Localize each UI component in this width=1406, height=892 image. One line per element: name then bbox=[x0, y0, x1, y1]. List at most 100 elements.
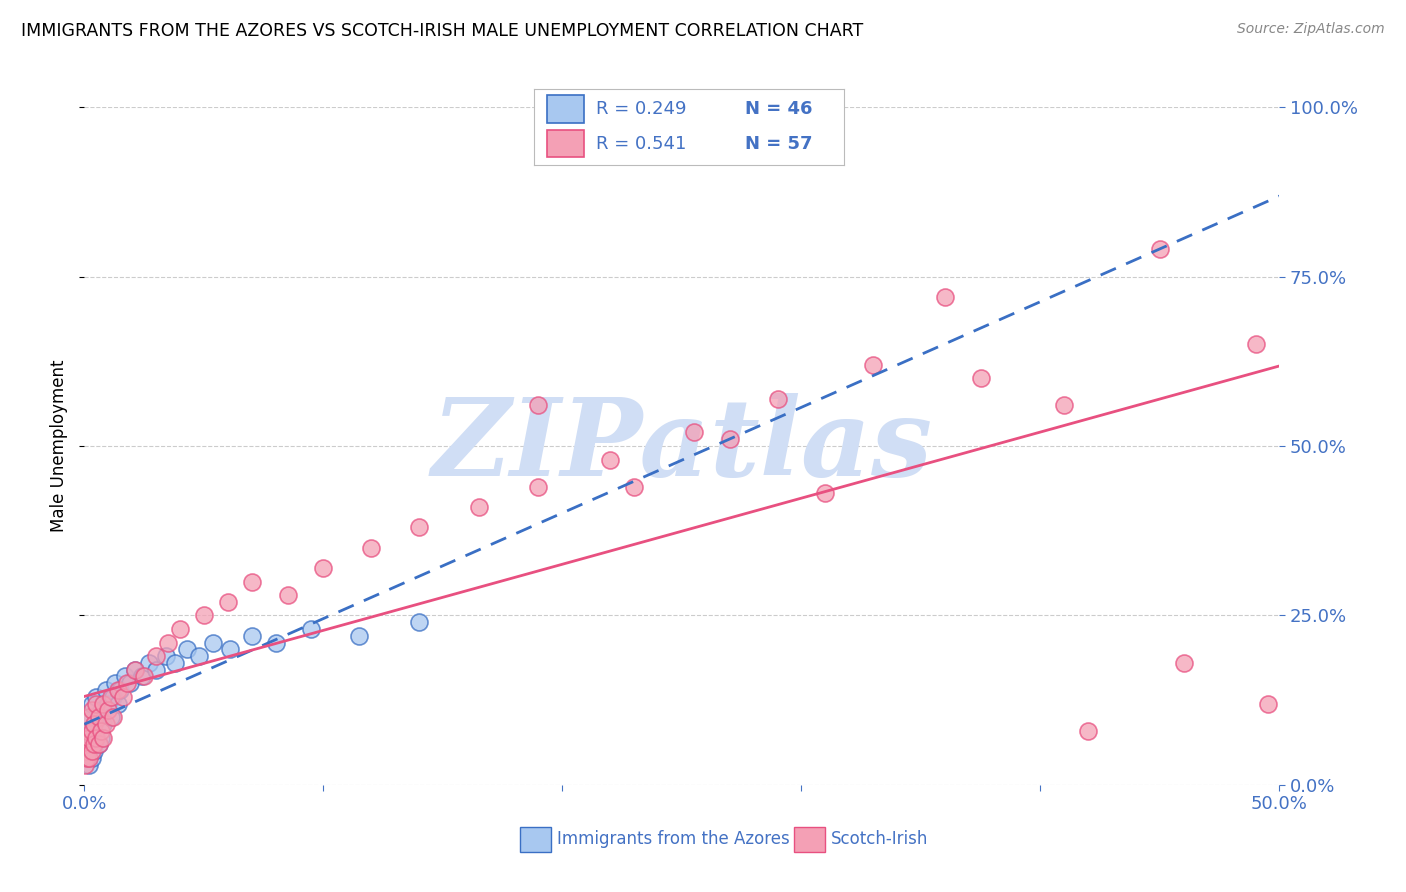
Point bbox=[766, 392, 789, 406]
Point bbox=[93, 697, 115, 711]
Point bbox=[83, 737, 105, 751]
Point bbox=[264, 635, 287, 649]
Point bbox=[86, 731, 108, 745]
Text: Source: ZipAtlas.com: Source: ZipAtlas.com bbox=[1237, 22, 1385, 37]
Text: Scotch-Irish: Scotch-Irish bbox=[831, 830, 928, 848]
Point bbox=[169, 622, 191, 636]
Point bbox=[97, 697, 120, 711]
Point bbox=[277, 588, 299, 602]
Point bbox=[408, 520, 430, 534]
Point bbox=[90, 731, 112, 745]
Point bbox=[599, 452, 621, 467]
Point bbox=[114, 669, 136, 683]
Point bbox=[80, 723, 103, 738]
Point bbox=[101, 690, 124, 704]
Point bbox=[124, 663, 146, 677]
Point bbox=[76, 751, 98, 765]
Point bbox=[93, 731, 115, 745]
Point bbox=[80, 723, 103, 738]
Point bbox=[101, 710, 124, 724]
Point bbox=[312, 561, 335, 575]
Point bbox=[131, 669, 153, 683]
Point bbox=[100, 710, 122, 724]
Point bbox=[94, 717, 117, 731]
Point bbox=[104, 676, 127, 690]
Point bbox=[77, 744, 100, 758]
Point bbox=[87, 737, 110, 751]
Point bbox=[80, 751, 103, 765]
Point bbox=[76, 723, 98, 738]
Point bbox=[1149, 243, 1171, 257]
Point bbox=[117, 676, 139, 690]
Point bbox=[240, 629, 263, 643]
Point bbox=[86, 697, 108, 711]
Point bbox=[1173, 656, 1195, 670]
Point bbox=[132, 669, 156, 683]
Point bbox=[80, 703, 103, 717]
Point bbox=[124, 663, 146, 677]
Point bbox=[145, 663, 167, 677]
Point bbox=[349, 629, 371, 643]
Point bbox=[80, 697, 103, 711]
Point bbox=[80, 737, 103, 751]
Point bbox=[76, 737, 98, 751]
Point bbox=[110, 683, 132, 698]
Point bbox=[118, 676, 141, 690]
Point bbox=[862, 358, 884, 372]
Point bbox=[107, 697, 129, 711]
Point bbox=[83, 744, 105, 758]
Point bbox=[138, 656, 160, 670]
Point bbox=[217, 595, 239, 609]
Point bbox=[77, 737, 100, 751]
Point bbox=[76, 723, 98, 738]
Point bbox=[527, 480, 550, 494]
Text: N = 57: N = 57 bbox=[745, 135, 813, 153]
Point bbox=[93, 717, 115, 731]
Point bbox=[87, 710, 110, 724]
Point bbox=[157, 635, 180, 649]
Point bbox=[87, 710, 110, 724]
Point bbox=[683, 425, 706, 440]
Point bbox=[1257, 697, 1279, 711]
Point bbox=[76, 751, 98, 765]
Point bbox=[83, 717, 105, 731]
Point bbox=[94, 683, 117, 698]
Point bbox=[75, 757, 97, 772]
Point bbox=[176, 642, 198, 657]
Text: ZIPatlas: ZIPatlas bbox=[432, 393, 932, 499]
Point bbox=[107, 683, 129, 698]
Point bbox=[87, 737, 110, 751]
Point bbox=[301, 622, 323, 636]
Text: N = 46: N = 46 bbox=[745, 100, 813, 118]
Text: IMMIGRANTS FROM THE AZORES VS SCOTCH-IRISH MALE UNEMPLOYMENT CORRELATION CHART: IMMIGRANTS FROM THE AZORES VS SCOTCH-IRI… bbox=[21, 22, 863, 40]
Point bbox=[90, 703, 112, 717]
Point bbox=[145, 649, 167, 664]
Text: R = 0.541: R = 0.541 bbox=[596, 135, 686, 153]
Point bbox=[188, 649, 211, 664]
Point bbox=[202, 635, 225, 649]
Point bbox=[77, 723, 100, 738]
Point bbox=[86, 731, 108, 745]
Y-axis label: Male Unemployment: Male Unemployment bbox=[51, 359, 69, 533]
Point bbox=[77, 731, 100, 745]
Point bbox=[90, 723, 112, 738]
Point bbox=[970, 371, 993, 385]
Point bbox=[75, 744, 97, 758]
Point bbox=[240, 574, 263, 589]
Point bbox=[408, 615, 430, 630]
Point bbox=[111, 690, 134, 704]
Point bbox=[155, 649, 177, 664]
Point bbox=[83, 717, 105, 731]
Point bbox=[468, 500, 491, 514]
Point bbox=[1244, 337, 1267, 351]
Point bbox=[77, 710, 100, 724]
Point bbox=[86, 690, 108, 704]
Point bbox=[100, 690, 122, 704]
Point bbox=[623, 480, 645, 494]
Point bbox=[219, 642, 242, 657]
Point bbox=[718, 432, 741, 446]
Point bbox=[80, 744, 103, 758]
Point bbox=[193, 608, 215, 623]
Point bbox=[77, 751, 100, 765]
Point bbox=[97, 703, 120, 717]
